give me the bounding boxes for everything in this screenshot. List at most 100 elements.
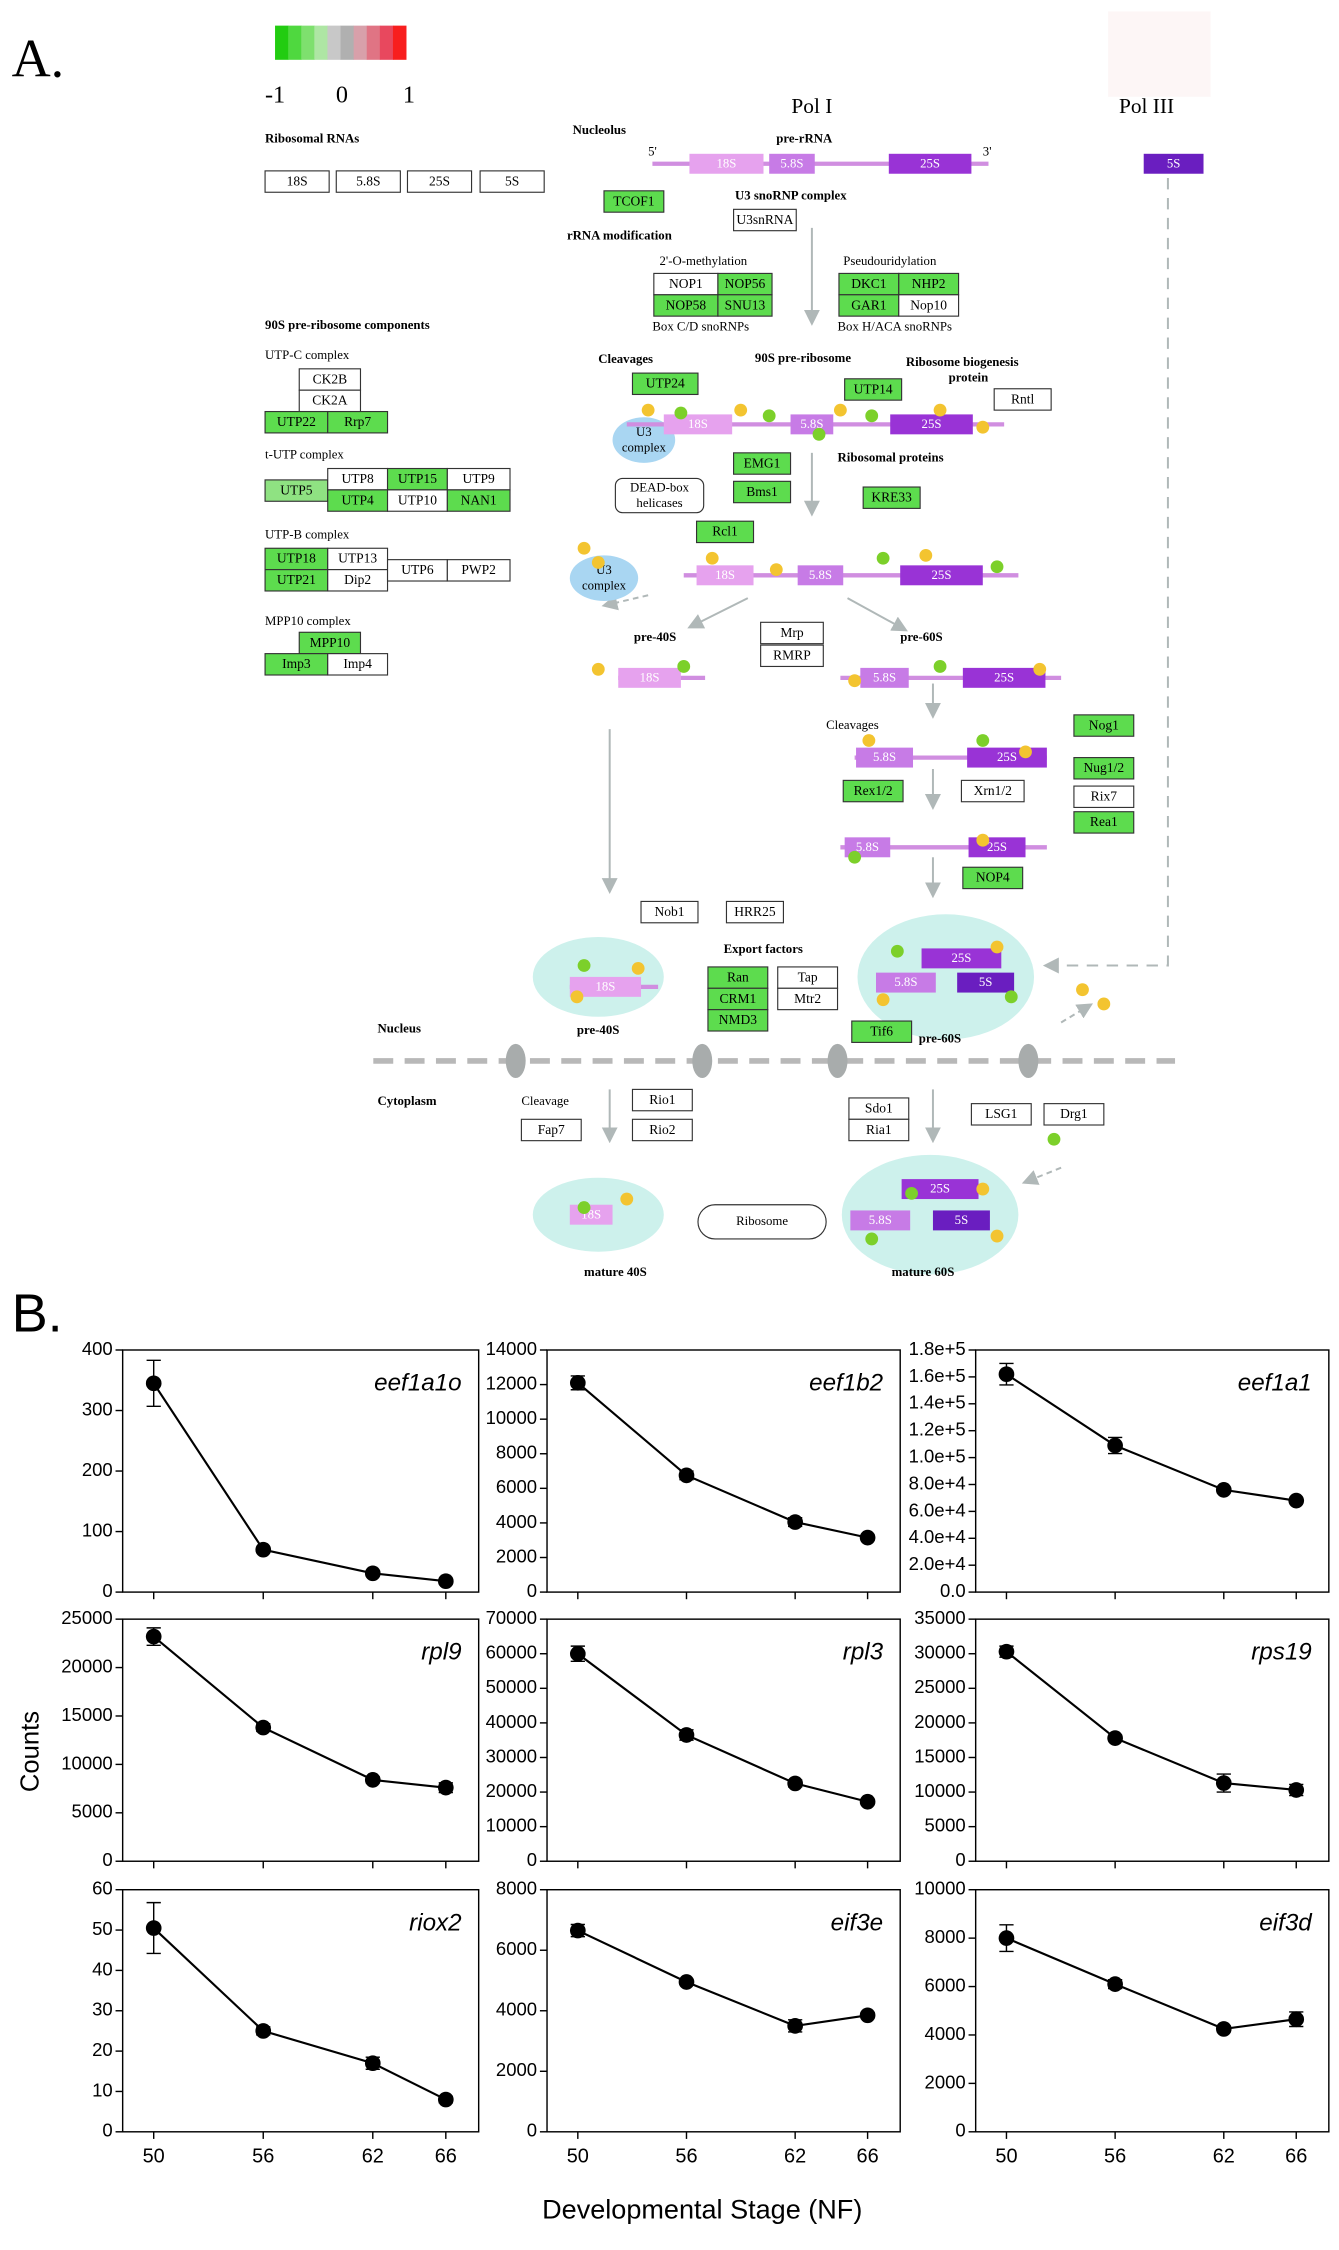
y-tick-label: 2000 bbox=[925, 2071, 966, 2092]
legend-swatch bbox=[327, 25, 341, 60]
protein-dot bbox=[848, 850, 862, 864]
y-tick-label: 15000 bbox=[914, 1745, 965, 1766]
x-axis-label: Developmental Stage (NF) bbox=[542, 2195, 862, 2225]
gene-label: DKC1 bbox=[851, 276, 886, 291]
rrna-segment bbox=[901, 1179, 979, 1200]
protein-dot bbox=[865, 409, 879, 423]
diagram-label: Cleavages bbox=[598, 352, 653, 366]
gene-label: Sdo1 bbox=[865, 1100, 893, 1115]
x-tick-label: 62 bbox=[362, 2146, 384, 2168]
gene-box bbox=[1073, 785, 1135, 809]
data-point bbox=[1288, 2011, 1305, 2028]
x-tick-label: 56 bbox=[1104, 2146, 1126, 2168]
y-tick-label: 1.4e+5 bbox=[909, 1392, 966, 1413]
rrna-label: 25S bbox=[951, 951, 971, 965]
y-tick-label: 4000 bbox=[496, 1511, 537, 1532]
gene-name: eef1a1 bbox=[1238, 1370, 1312, 1397]
gene-label: Drg1 bbox=[1060, 1106, 1088, 1121]
gene-label: UTP15 bbox=[398, 471, 437, 486]
x-tick-label: 62 bbox=[1213, 2146, 1235, 2168]
protein-dot bbox=[734, 403, 748, 417]
protein-dot bbox=[591, 662, 605, 676]
gene-label: GAR1 bbox=[851, 297, 886, 312]
protein-dot bbox=[833, 403, 847, 417]
gene-box bbox=[970, 1103, 1032, 1126]
gene-label: UTP8 bbox=[341, 471, 374, 486]
gene-label: RMRP bbox=[773, 648, 811, 663]
diagram-label: U3 snoRNP complex bbox=[735, 188, 847, 202]
gene-box bbox=[851, 1020, 913, 1043]
gene-box bbox=[406, 170, 473, 193]
data-point bbox=[145, 1375, 162, 1392]
gene-label: UTP24 bbox=[646, 376, 685, 391]
gene-label: 25S bbox=[429, 173, 450, 188]
gene-label: Nog1 bbox=[1089, 717, 1119, 732]
y-tick-label: 400 bbox=[82, 1338, 113, 1359]
y-tick-label: 15000 bbox=[61, 1704, 112, 1725]
data-point bbox=[1107, 1437, 1123, 1454]
legend-swatch bbox=[340, 25, 355, 60]
protein-dot bbox=[876, 993, 890, 1007]
diagram-label: UTP-C complex bbox=[265, 348, 350, 362]
gene-name: eef1b2 bbox=[809, 1370, 884, 1397]
data-point bbox=[1107, 1730, 1123, 1746]
plot-frame bbox=[974, 1889, 1330, 2133]
protein-dot bbox=[570, 990, 584, 1004]
diagram-label: Nucleolus bbox=[573, 123, 626, 137]
y-tick-label: 2000 bbox=[496, 1545, 537, 1566]
rrna-label: 18S bbox=[717, 156, 737, 170]
plot-frame bbox=[121, 1618, 480, 1862]
diagram-label: Ribosomal RNAs bbox=[265, 131, 359, 145]
rrna-label: 25S bbox=[997, 750, 1017, 764]
data-point bbox=[998, 1930, 1015, 1946]
gene-box bbox=[962, 866, 1024, 890]
gene-box bbox=[603, 190, 665, 213]
protein-dot bbox=[641, 403, 655, 417]
gene-label: U3snRNA bbox=[736, 212, 793, 227]
y-tick-label: 70000 bbox=[486, 1607, 537, 1628]
y-tick-label: 10000 bbox=[486, 1407, 537, 1428]
y-tick-label: 20 bbox=[92, 2039, 113, 2060]
diagram-label: MPP10 complex bbox=[265, 614, 351, 628]
diagram-label: pre-40S bbox=[634, 630, 676, 644]
y-tick-label: 0 bbox=[955, 2120, 965, 2141]
data-point bbox=[569, 1375, 586, 1391]
x-tick-label: 66 bbox=[857, 2146, 879, 2168]
rrna-segment bbox=[569, 976, 642, 997]
rrna-segment bbox=[900, 565, 983, 586]
gene-label: 5.8S bbox=[356, 173, 380, 188]
gene-box bbox=[446, 559, 511, 582]
protein-dot bbox=[620, 1192, 634, 1206]
gene-name: riox2 bbox=[409, 1909, 462, 1936]
data-point bbox=[569, 1645, 586, 1662]
rrna-label: 5.8S bbox=[873, 670, 896, 684]
y-tick-label: 10 bbox=[92, 2079, 113, 2100]
gene-label: 18S bbox=[287, 173, 308, 188]
protein-dot bbox=[876, 551, 890, 565]
gene-label: Rio2 bbox=[649, 1122, 676, 1137]
rrna-segment bbox=[962, 667, 1046, 688]
legend-tick-label: 1 bbox=[403, 81, 415, 108]
rrna-label: 18S bbox=[640, 670, 660, 684]
gene-box bbox=[862, 486, 921, 509]
x-tick-label: 66 bbox=[1285, 2146, 1307, 2168]
diagram-label: complex bbox=[622, 441, 667, 455]
y-tick-label: 8.0e+4 bbox=[909, 1472, 966, 1493]
data-point bbox=[364, 1772, 381, 1788]
data-point bbox=[1215, 2021, 1232, 2037]
data-point bbox=[998, 1366, 1015, 1383]
data-point bbox=[787, 1514, 803, 1530]
gene-label: LSG1 bbox=[985, 1106, 1017, 1121]
x-tick-label: 50 bbox=[567, 2146, 589, 2168]
plot-frame bbox=[546, 1618, 901, 1862]
protein-dot bbox=[890, 944, 904, 958]
protein-dot bbox=[1004, 990, 1018, 1004]
y-axis-label: Counts bbox=[16, 1711, 44, 1792]
gene-name: rpl9 bbox=[421, 1639, 461, 1666]
gene-box bbox=[640, 900, 699, 924]
y-tick-label: 50000 bbox=[486, 1676, 537, 1697]
series-line bbox=[1005, 1650, 1297, 1792]
y-tick-label: 12000 bbox=[486, 1372, 537, 1393]
gene-label: Rntl bbox=[1011, 391, 1035, 406]
rrna-segment bbox=[888, 153, 972, 174]
